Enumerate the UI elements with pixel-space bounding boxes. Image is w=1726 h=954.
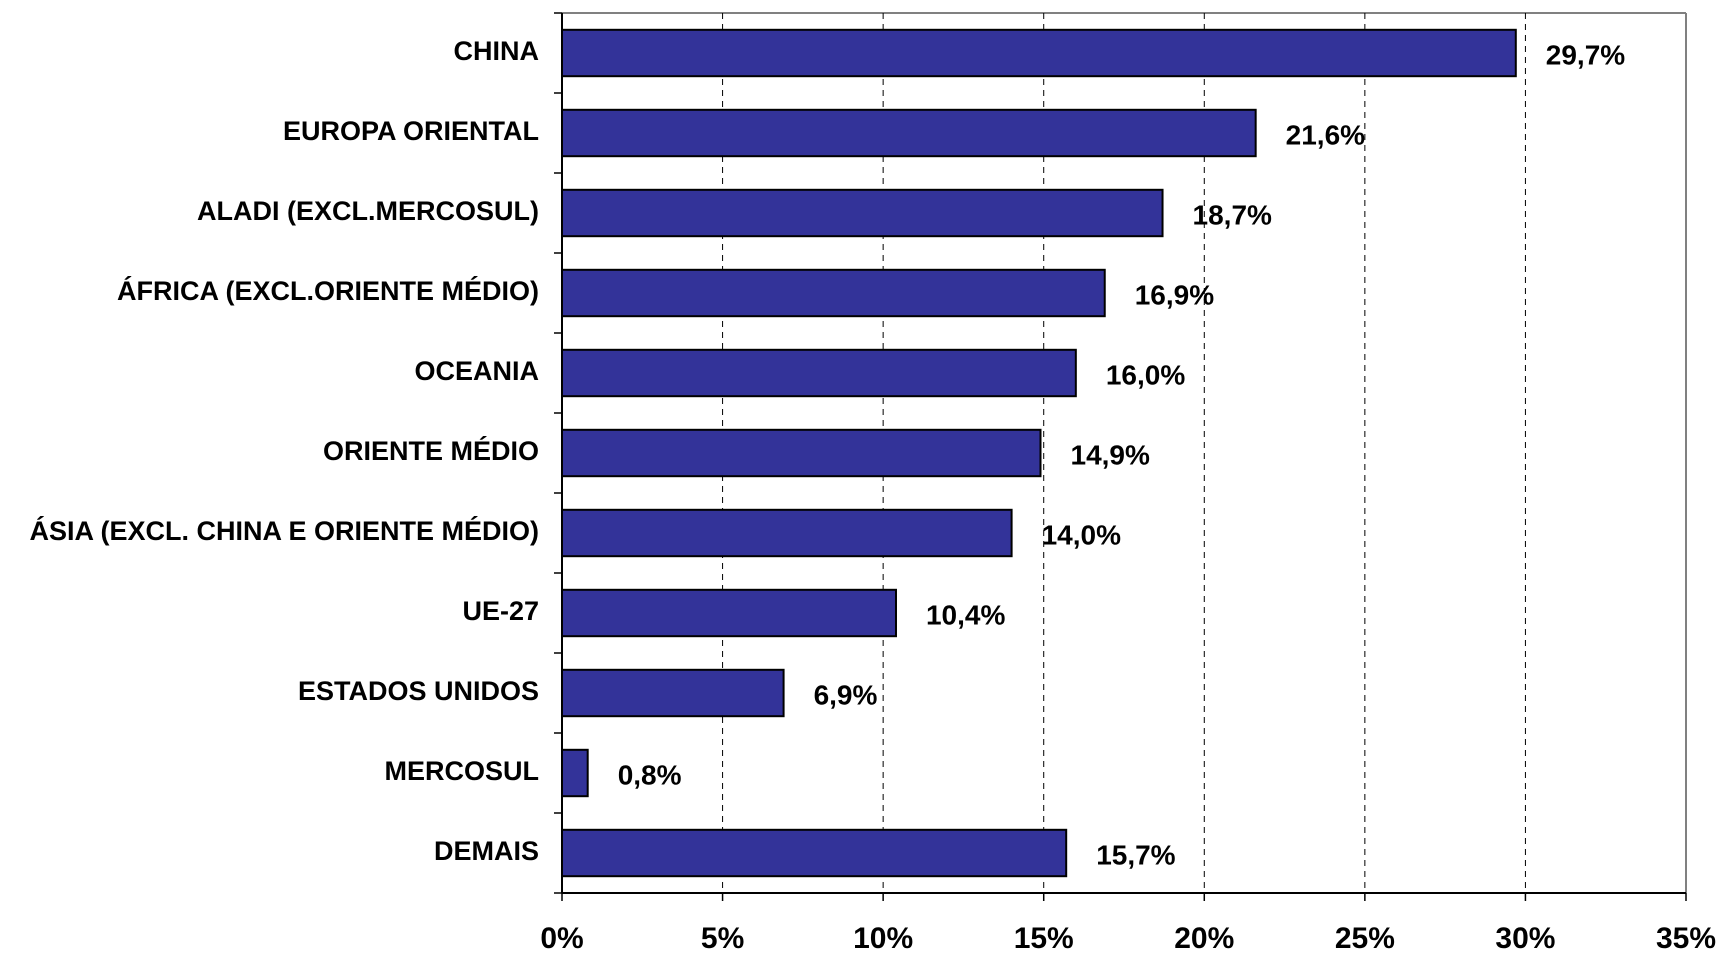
y-tick-label: EUROPA ORIENTAL — [283, 116, 539, 146]
data-label: 14,9% — [1071, 439, 1150, 470]
x-tick-label: 30% — [1495, 922, 1555, 954]
bar — [561, 28, 1517, 78]
data-label: 6,9% — [814, 679, 878, 710]
y-tick-label: ÁSIA (EXCL. CHINA E ORIENTE MÉDIO) — [29, 515, 539, 546]
data-label: 0,8% — [618, 759, 682, 790]
bar — [561, 428, 1042, 478]
bar — [561, 508, 1013, 558]
bar — [561, 588, 897, 638]
x-tick-label: 25% — [1335, 922, 1395, 954]
bar — [561, 268, 1106, 318]
bar — [561, 108, 1257, 158]
bar — [561, 348, 1077, 398]
bar — [561, 748, 589, 798]
x-tick-label: 10% — [853, 922, 913, 954]
x-tick-label: 20% — [1174, 922, 1234, 954]
y-tick-label: CHINA — [454, 36, 540, 66]
y-tick-label: UE-27 — [462, 596, 539, 626]
y-tick-label: ÁFRICA (EXCL.ORIENTE MÉDIO) — [117, 275, 539, 306]
data-label: 14,0% — [1042, 519, 1121, 550]
bar — [561, 828, 1068, 878]
y-tick-label: ALADI (EXCL.MERCOSUL) — [197, 196, 539, 226]
y-tick-label: ORIENTE MÉDIO — [323, 435, 539, 466]
x-tick-label: 15% — [1014, 922, 1074, 954]
x-tick-label: 35% — [1656, 922, 1716, 954]
data-label: 29,7% — [1546, 39, 1625, 70]
x-tick-label: 5% — [701, 922, 744, 954]
x-tick-label: 0% — [540, 922, 583, 954]
y-tick-label: ESTADOS UNIDOS — [298, 676, 539, 706]
y-tick-label: MERCOSUL — [385, 756, 540, 786]
bar — [561, 188, 1164, 238]
data-label: 18,7% — [1193, 199, 1272, 230]
data-label: 10,4% — [926, 599, 1005, 630]
y-tick-label: OCEANIA — [414, 356, 539, 386]
y-tick-label: DEMAIS — [434, 836, 539, 866]
data-label: 21,6% — [1286, 119, 1365, 150]
bar — [561, 668, 785, 718]
data-label: 16,0% — [1106, 359, 1185, 390]
data-label: 16,9% — [1135, 279, 1214, 310]
data-label: 15,7% — [1096, 839, 1175, 870]
